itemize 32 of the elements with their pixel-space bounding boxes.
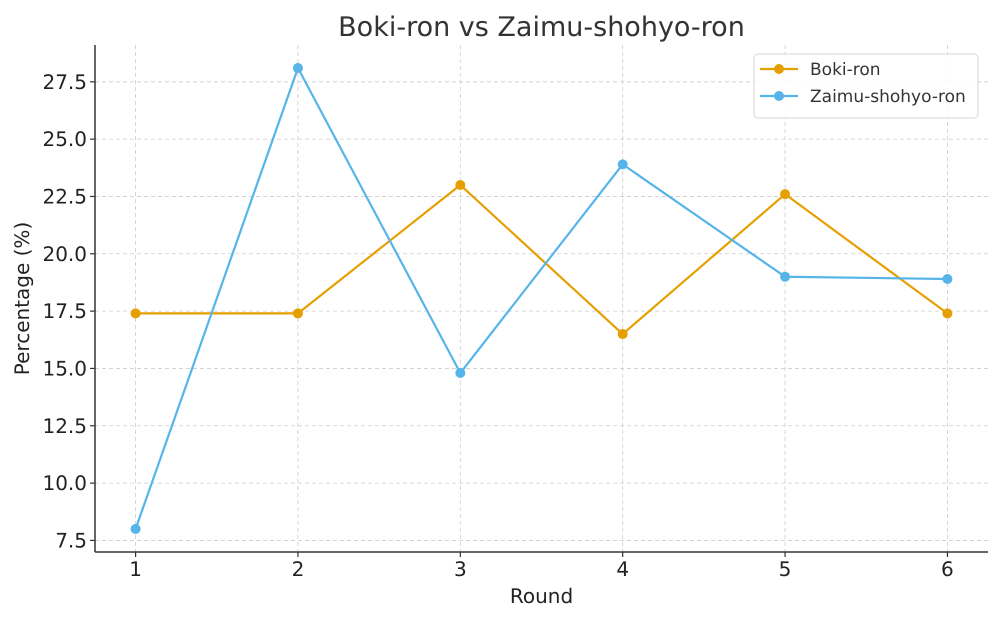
point bbox=[455, 368, 466, 378]
x-tick-label: 4 bbox=[616, 557, 630, 581]
y-tick-label: 12.5 bbox=[42, 414, 87, 438]
y-tick-label: 17.5 bbox=[42, 299, 87, 324]
point bbox=[130, 524, 141, 534]
point bbox=[780, 272, 790, 282]
y-tick-label: 10.0 bbox=[42, 471, 87, 496]
point bbox=[292, 308, 303, 318]
y-tick-label: 27.5 bbox=[42, 70, 87, 94]
y-axis-title: Percentage (%) bbox=[10, 222, 34, 376]
x-tick-label: 2 bbox=[292, 557, 304, 581]
legend-label: Boki-ron bbox=[810, 60, 881, 80]
y-tick-label: 20.0 bbox=[42, 242, 87, 266]
y-tick-label: 15.0 bbox=[42, 356, 87, 380]
y-tick-label: 25.0 bbox=[42, 127, 87, 152]
point bbox=[618, 329, 628, 340]
legend-label: Zaimu-shohyo-ron bbox=[810, 86, 966, 107]
y-tick-label: 22.5 bbox=[42, 184, 87, 208]
point bbox=[780, 189, 790, 200]
x-tick-label: 3 bbox=[454, 557, 467, 581]
chart-title: Boki-ron vs Zaimu-shohyo-ron bbox=[338, 12, 745, 43]
y-tick-label: 7.5 bbox=[55, 528, 87, 552]
point bbox=[292, 63, 303, 74]
x-tick-label: 5 bbox=[778, 557, 792, 581]
x-tick-label: 1 bbox=[129, 557, 142, 581]
point bbox=[618, 159, 628, 170]
point bbox=[455, 180, 466, 190]
x-axis-title: Round bbox=[510, 584, 574, 608]
point bbox=[130, 308, 141, 318]
point bbox=[942, 274, 952, 284]
x-tick-label: 6 bbox=[941, 557, 954, 581]
point bbox=[942, 308, 952, 318]
